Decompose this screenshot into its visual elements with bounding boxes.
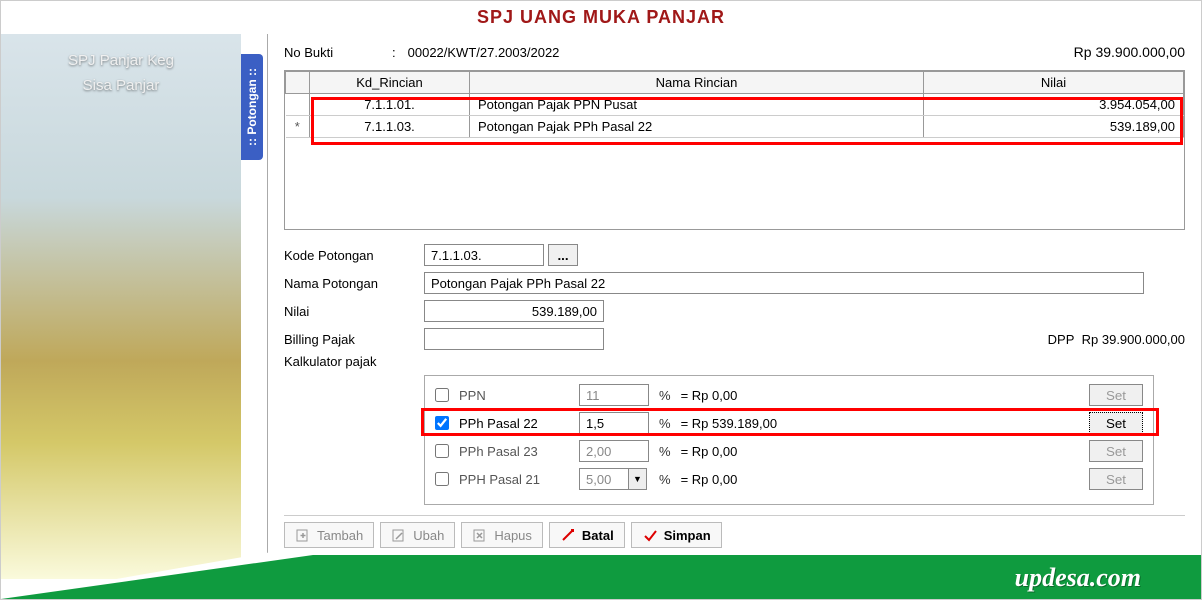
ppn-rate-input[interactable]	[579, 384, 649, 406]
ppn-label: PPN	[459, 388, 569, 403]
pph22-checkbox[interactable]	[435, 416, 449, 430]
header: SPJ UANG MUKA PANJAR	[1, 1, 1201, 34]
row-selector: *	[286, 116, 310, 138]
billing-label: Billing Pajak	[284, 332, 424, 347]
kode-browse-button[interactable]: ...	[548, 244, 578, 266]
watermark: updesa.com	[1, 543, 1201, 599]
nama-input[interactable]	[424, 272, 1144, 294]
ppn-result: = Rp 0,00	[681, 388, 1079, 403]
calc-row-pph23: PPh Pasal 23 % = Rp 0,00 Set	[435, 440, 1143, 462]
pct-symbol: %	[659, 444, 671, 459]
pph21-label: PPH Pasal 21	[459, 472, 569, 487]
tambah-label: Tambah	[317, 528, 363, 543]
ppn-checkbox[interactable]	[435, 388, 449, 402]
watermark-text: updesa.com	[1015, 563, 1141, 593]
table-row[interactable]: * 7.1.1.03. Potongan Pajak PPh Pasal 22 …	[286, 116, 1184, 138]
nama-label: Nama Potongan	[284, 276, 424, 291]
cell-nama: Potongan Pajak PPN Pusat	[470, 94, 924, 116]
kode-input[interactable]	[424, 244, 544, 266]
edit-icon	[391, 527, 407, 543]
sidebar-link-spj[interactable]: SPJ Panjar Keg	[11, 52, 231, 69]
nilai-input[interactable]	[424, 300, 604, 322]
pph22-rate-input[interactable]	[579, 412, 649, 434]
nobukti-value: 00022/KWT/27.2003/2022	[408, 45, 560, 60]
th-kd: Kd_Rincian	[310, 72, 470, 94]
pph22-label: PPh Pasal 22	[459, 416, 569, 431]
table-row[interactable]: 7.1.1.01. Potongan Pajak PPN Pusat 3.954…	[286, 94, 1184, 116]
calc-row-pph21: PPH Pasal 21 ▼ % = Rp 0,00 Set	[435, 468, 1143, 490]
batal-label: Batal	[582, 528, 614, 543]
pph23-rate-input[interactable]	[579, 440, 649, 462]
pph23-checkbox[interactable]	[435, 444, 449, 458]
pph21-dropdown-button[interactable]: ▼	[629, 468, 647, 490]
app-window: SPJ UANG MUKA PANJAR SPJ Panjar Keg Sisa…	[0, 0, 1202, 600]
pph21-rate-input[interactable]	[579, 468, 629, 490]
page-title: SPJ UANG MUKA PANJAR	[1, 7, 1201, 28]
pph21-checkbox[interactable]	[435, 472, 449, 486]
colon: :	[392, 45, 396, 60]
pct-symbol: %	[659, 416, 671, 431]
sidebar-link-sisa[interactable]: Sisa Panjar	[11, 77, 231, 94]
pct-symbol: %	[659, 388, 671, 403]
pph21-result: = Rp 0,00	[681, 472, 1079, 487]
ppn-set-button[interactable]: Set	[1089, 384, 1143, 406]
calc-row-pph22: PPh Pasal 22 % = Rp 539.189,00 Set	[435, 412, 1143, 434]
tab-strip: :: Potongan ::	[241, 34, 267, 579]
cell-kd: 7.1.1.01.	[310, 94, 470, 116]
cell-nama: Potongan Pajak PPh Pasal 22	[470, 116, 924, 138]
sidebar: SPJ Panjar Keg Sisa Panjar	[1, 34, 241, 579]
main: SPJ Panjar Keg Sisa Panjar :: Potongan :…	[1, 34, 1201, 579]
simpan-label: Simpan	[664, 528, 711, 543]
calculator-box: PPN % = Rp 0,00 Set PPh Pasal 22 % = Rp …	[424, 375, 1154, 505]
pph23-set-button[interactable]: Set	[1089, 440, 1143, 462]
cell-kd: 7.1.1.03.	[310, 116, 470, 138]
nobukti-label: No Bukti	[284, 45, 384, 60]
ubah-label: Ubah	[413, 528, 444, 543]
save-icon	[642, 527, 658, 543]
tab-potongan[interactable]: :: Potongan ::	[241, 54, 263, 160]
add-icon	[295, 527, 311, 543]
pph22-result: = Rp 539.189,00	[681, 416, 1079, 431]
dpp-value: Rp 39.900.000,00	[1082, 332, 1185, 347]
cell-nilai: 539.189,00	[924, 116, 1184, 138]
row-selector	[286, 94, 310, 116]
kalk-label: Kalkulator pajak	[284, 354, 424, 369]
th-selector	[286, 72, 310, 94]
grid-table: Kd_Rincian Nama Rincian Nilai 7.1.1.01. …	[285, 71, 1184, 138]
calc-row-ppn: PPN % = Rp 0,00 Set	[435, 384, 1143, 406]
hapus-label: Hapus	[494, 528, 532, 543]
nilai-label: Nilai	[284, 304, 424, 319]
cancel-icon	[560, 527, 576, 543]
th-nama: Nama Rincian	[470, 72, 924, 94]
content: No Bukti : 00022/KWT/27.2003/2022 Rp 39.…	[267, 34, 1201, 579]
kode-label: Kode Potongan	[284, 248, 424, 263]
pph23-result: = Rp 0,00	[681, 444, 1079, 459]
pct-symbol: %	[659, 472, 671, 487]
grid: Kd_Rincian Nama Rincian Nilai 7.1.1.01. …	[284, 70, 1185, 230]
pph21-set-button[interactable]: Set	[1089, 468, 1143, 490]
dpp-label: DPP	[1048, 332, 1075, 347]
delete-icon	[472, 527, 488, 543]
pph23-label: PPh Pasal 23	[459, 444, 569, 459]
th-nilai: Nilai	[924, 72, 1184, 94]
nobukti-row: No Bukti : 00022/KWT/27.2003/2022 Rp 39.…	[284, 44, 1185, 60]
cell-nilai: 3.954.054,00	[924, 94, 1184, 116]
pph22-set-button[interactable]: Set	[1089, 412, 1143, 434]
top-amount: Rp 39.900.000,00	[1074, 44, 1185, 60]
billing-input[interactable]	[424, 328, 604, 350]
